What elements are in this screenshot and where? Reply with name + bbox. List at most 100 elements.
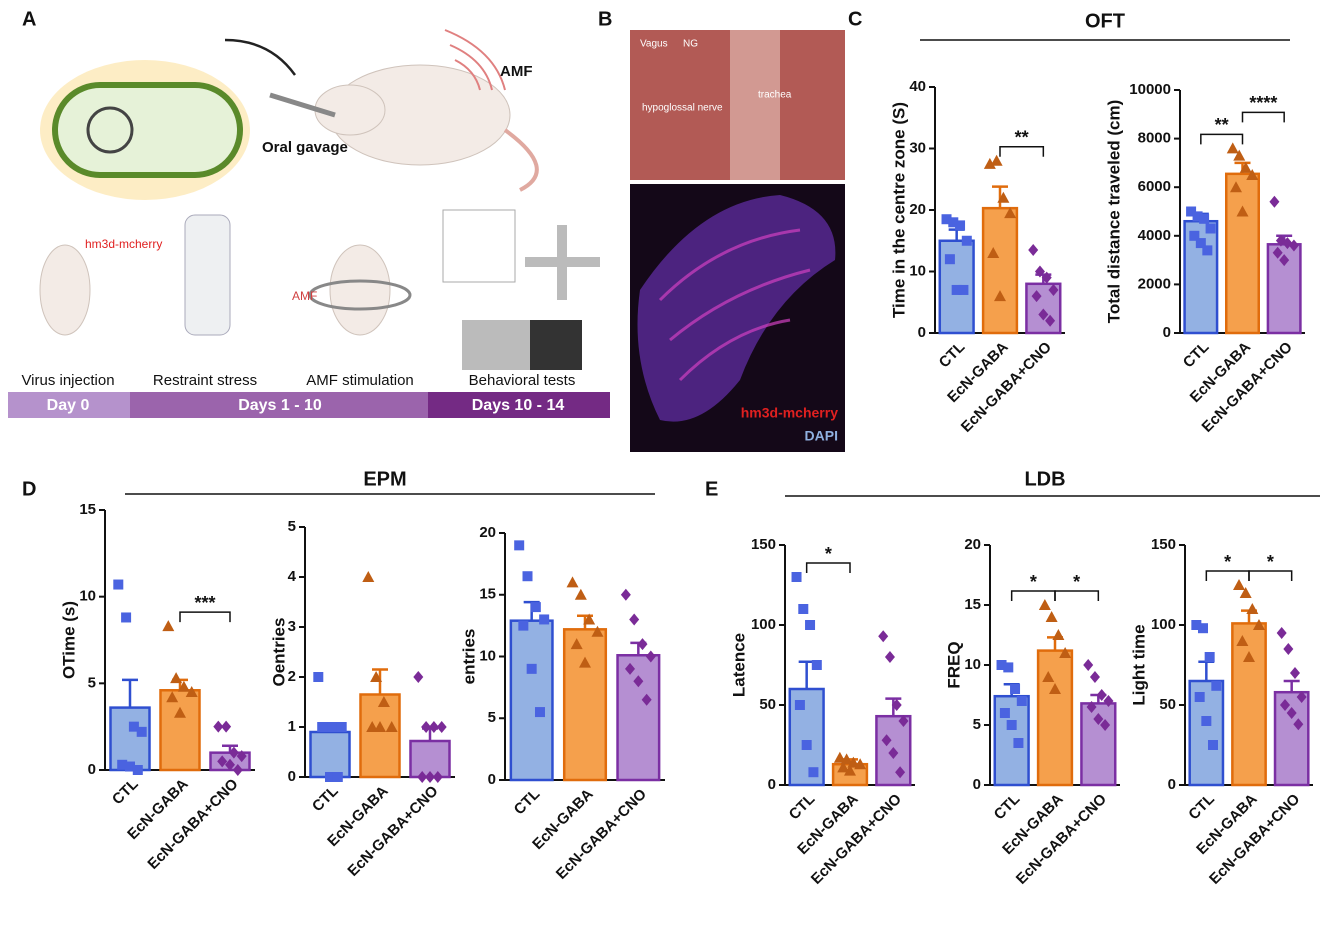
- y-tick-label: 1: [288, 718, 296, 735]
- data-point: [1243, 651, 1255, 662]
- y-tick-label: 0: [488, 771, 496, 788]
- data-point: [944, 254, 955, 265]
- data-point: [1186, 206, 1197, 217]
- photo-label: trachea: [758, 90, 792, 101]
- data-point: [1286, 707, 1297, 719]
- x-tick-label: EcN-GABA+CNO: [144, 775, 241, 872]
- data-point: [128, 721, 139, 732]
- data-point: [951, 284, 962, 295]
- data-point: [177, 680, 190, 692]
- data-point: [117, 759, 128, 770]
- data-point: [534, 707, 545, 718]
- data-point: [1010, 684, 1021, 694]
- significance-label: *: [1224, 552, 1231, 572]
- data-point: [1293, 718, 1304, 731]
- significance-bracket: [805, 562, 851, 573]
- coil: [308, 279, 412, 311]
- y-tick-label: 30: [909, 139, 926, 156]
- data-point: [994, 290, 1006, 302]
- significance-label: *: [1073, 572, 1080, 592]
- y-tick-label: 10: [909, 262, 926, 279]
- maze: [525, 225, 600, 300]
- data-point: [313, 672, 324, 682]
- error-bar: [122, 678, 138, 708]
- x-tick-label: CTL: [1185, 791, 1218, 824]
- data-point: [1236, 205, 1249, 217]
- significance-bracket: [179, 611, 231, 623]
- data-point: [1045, 314, 1056, 327]
- arrow: [224, 38, 297, 76]
- data-point: [996, 660, 1007, 670]
- data-point: [514, 540, 525, 551]
- y-axis-label: Light time: [1129, 624, 1148, 705]
- data-point: [1226, 142, 1239, 154]
- data-point: [1038, 599, 1051, 610]
- label: hm3d-mcherry: [85, 237, 162, 251]
- y-tick-label: 5: [88, 674, 96, 691]
- y-tick-label: 100: [751, 616, 776, 633]
- group-title: LDB: [1024, 468, 1065, 490]
- data-point: [1233, 149, 1246, 161]
- data-point: [228, 746, 239, 759]
- photo-label: hypoglossal nerve: [642, 103, 723, 114]
- channel-label: hm3d-mcherry: [741, 405, 838, 421]
- y-tick-label: 150: [751, 536, 776, 553]
- step-label: Restraint stress: [153, 372, 257, 389]
- significance-bracket: [1200, 133, 1244, 145]
- panel-label: D: [22, 478, 36, 500]
- data-point: [1296, 691, 1307, 703]
- y-tick-label: 20: [909, 201, 926, 218]
- data-point: [377, 696, 390, 707]
- y-tick-label: 10: [79, 588, 96, 605]
- data-point: [1052, 629, 1065, 640]
- timeline-segment: [8, 392, 130, 418]
- data-point: [1236, 635, 1249, 646]
- data-point: [1096, 689, 1107, 701]
- data-point: [1041, 271, 1052, 284]
- x-tick-label: CTL: [109, 776, 142, 809]
- waves: [444, 29, 506, 91]
- y-tick-label: 15: [964, 596, 981, 613]
- timeline-segment: [428, 392, 610, 418]
- group-title: OFT: [1085, 10, 1125, 32]
- data-point: [1093, 713, 1104, 725]
- data-point: [847, 756, 860, 768]
- bar: [875, 714, 912, 787]
- x-tick-label: CTL: [309, 783, 342, 816]
- data-point: [325, 772, 335, 782]
- data-point: [113, 579, 124, 590]
- data-point: [941, 214, 952, 225]
- data-point: [955, 220, 966, 231]
- significance-bracket: [1054, 590, 1100, 601]
- y-tick-label: 0: [288, 768, 296, 785]
- data-point: [884, 651, 895, 663]
- data-point: [1246, 169, 1259, 181]
- data-point: [1289, 667, 1300, 679]
- data-point: [983, 157, 996, 169]
- panel-label: E: [705, 478, 718, 500]
- data-point: [1233, 579, 1246, 590]
- data-point: [579, 656, 591, 668]
- y-tick-label: 8000: [1138, 130, 1171, 147]
- y-tick-label: 5: [973, 716, 981, 733]
- bar: [309, 730, 351, 779]
- y-tick-label: 50: [1159, 696, 1176, 713]
- y-tick-label: 6000: [1138, 178, 1171, 195]
- data-point: [1252, 619, 1265, 630]
- y-tick-label: 0: [1168, 776, 1176, 793]
- y-tick-label: 5: [488, 709, 496, 726]
- mouse: [39, 244, 91, 336]
- photo-label: NG: [683, 39, 698, 50]
- data-point: [637, 638, 648, 651]
- x-tick-label: CTL: [991, 791, 1024, 824]
- data-point: [1195, 238, 1206, 249]
- step-label: Virus injection: [21, 372, 114, 389]
- data-point: [948, 217, 959, 228]
- x-tick-label: CTL: [1180, 339, 1213, 372]
- x-tick-label: EcN-GABA+CNO: [344, 782, 441, 879]
- data-point: [421, 721, 432, 733]
- data-point: [125, 761, 135, 772]
- bar: [359, 693, 401, 779]
- y-tick-label: 50: [759, 696, 776, 713]
- data-point: [837, 761, 850, 773]
